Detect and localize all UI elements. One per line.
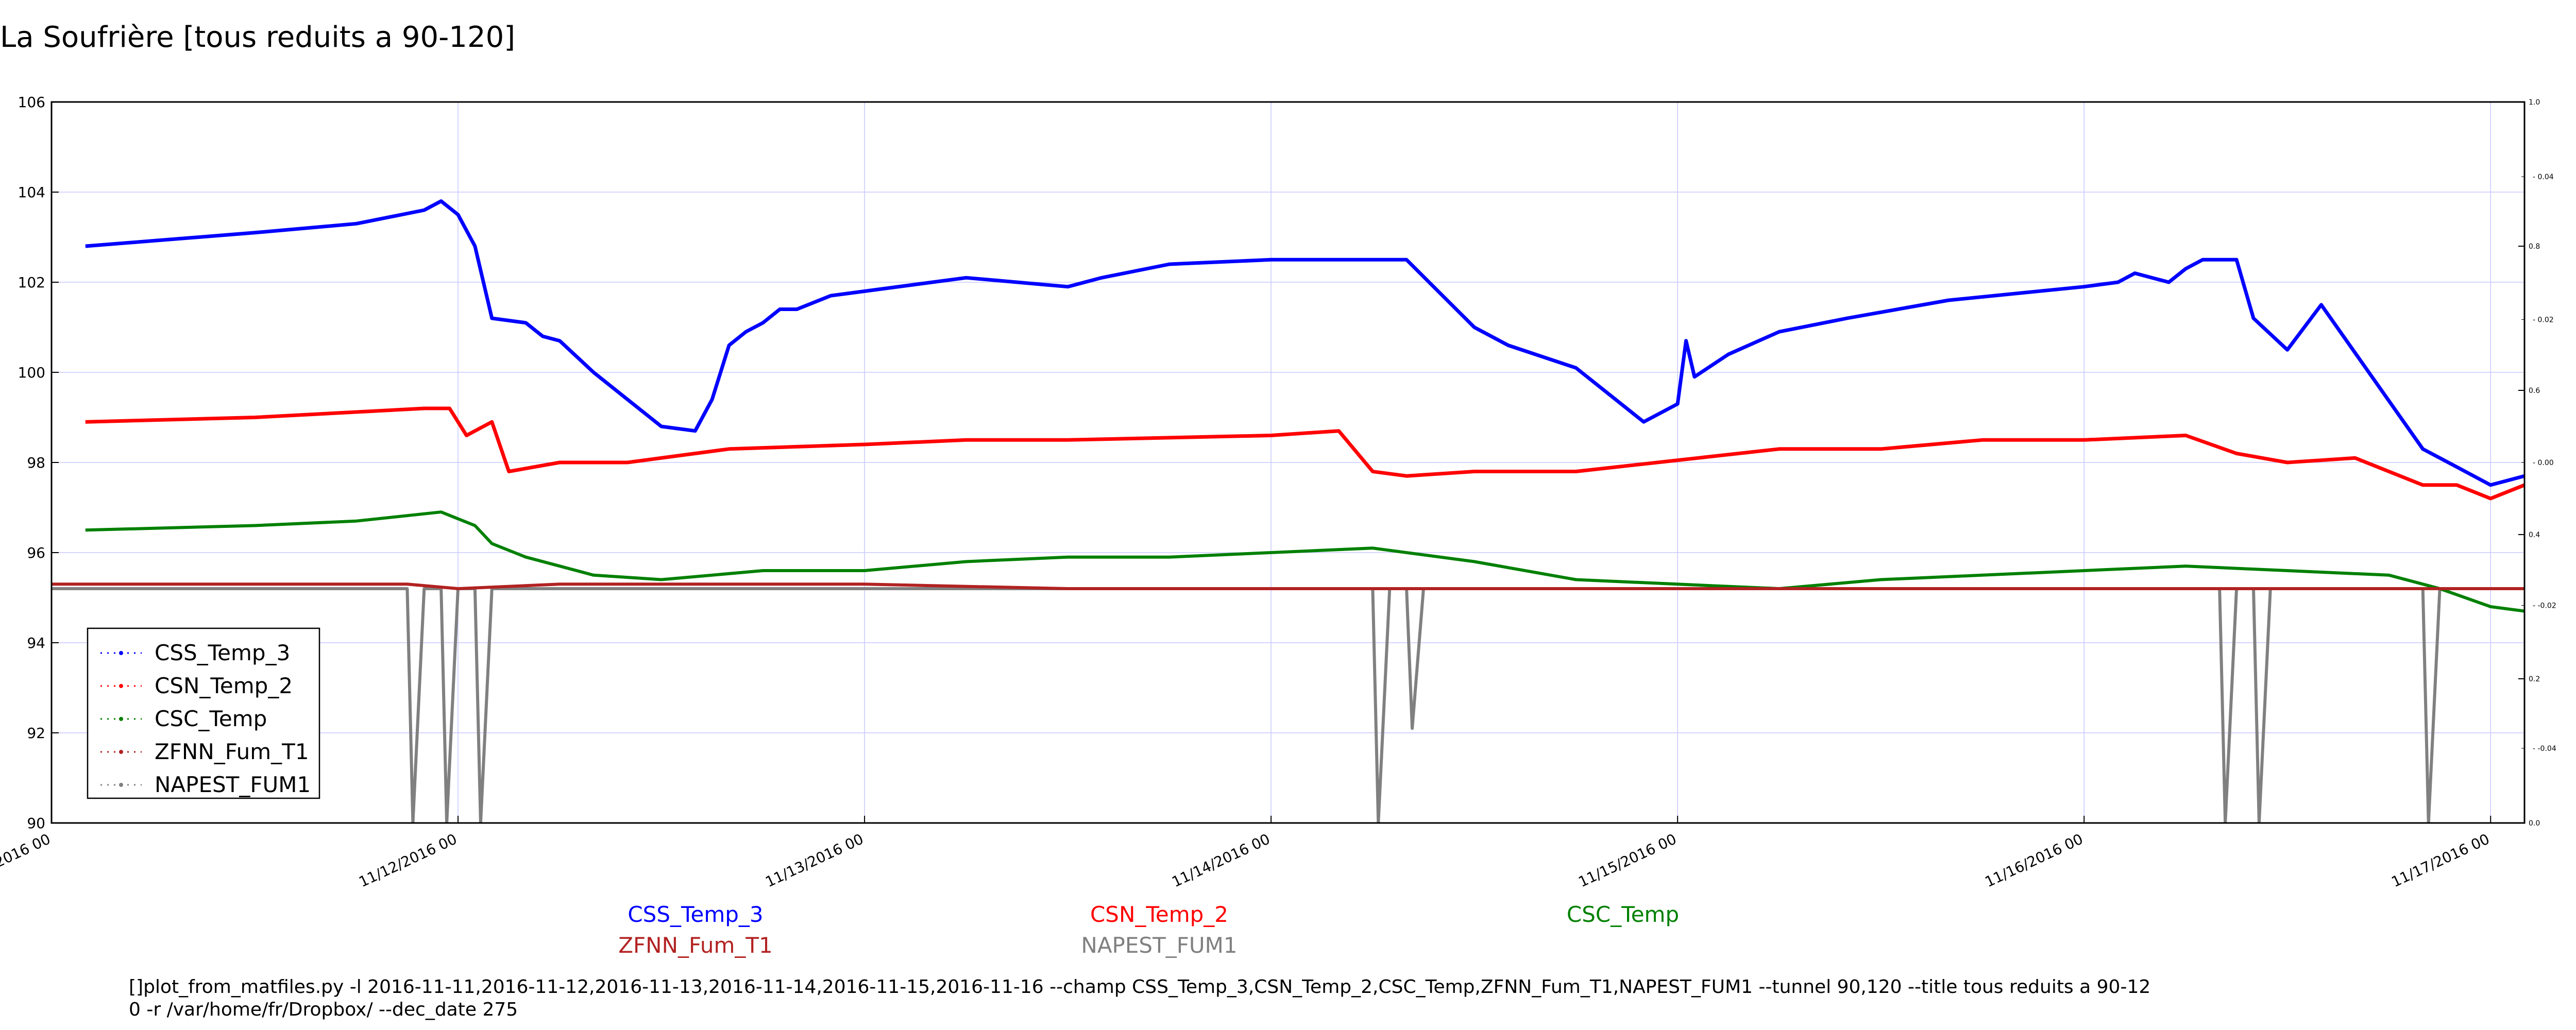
legend-swatch-marker [119,717,123,721]
right-tick-label: 0.6 [2529,387,2540,395]
x-tick-label: 11/17/2016 00 [2389,830,2493,890]
y-tick-label: 92 [27,725,45,742]
series-line-zfnn-fum-t1 [52,582,2524,590]
y-axis-right: 0.0 0.2 0.4 0.6 0.8 1.0 - -0.04 - -0.02 - 0.00 - … [2518,98,2556,828]
legend-swatch-marker [119,684,123,688]
legend-swatch-marker [119,783,123,787]
right-inner-tick-label: - 0.02 [2533,316,2554,324]
right-tick-label: 0.8 [2529,243,2540,251]
series-line-css-temp-3 [85,199,2524,487]
x-tick-label: 11/12/2016 00 [356,830,460,890]
legend-swatch-csn-temp-2 [100,684,142,688]
y-tick-label: 90 [27,815,45,832]
command-line-text: []plot_from_matfiles.py -l 2016-11-11,20… [129,976,2151,1020]
y-tick-label: 104 [18,184,45,201]
right-tick-label: 0.0 [2529,819,2540,828]
legend-label-zfnn-fum-t1: ZFNN_Fum_T1 [155,739,309,764]
series-label-zfnn-fum-t1: ZFNN_Fum_T1 [618,933,773,958]
legend-swatch-css-temp-3 [100,651,142,655]
x-tick-label: 11/11/2016 00 [0,830,53,890]
chart-title: La Soufrière [tous reduits a 90-120] [0,21,516,54]
right-tick-label: 1.0 [2529,98,2540,107]
legend-label-csc-temp: CSC_Temp [155,706,267,731]
series-layer [52,199,2524,823]
legend-swatch-marker [119,750,123,754]
right-inner-tick-label: - 0.04 [2533,173,2554,181]
x-tick-label: 11/14/2016 00 [1170,830,1273,890]
x-tick-label: 11/16/2016 00 [1982,830,2086,890]
y-tick-label: 100 [18,364,45,381]
y-axis-left: 90 92 94 96 98 100 102 104 106 [18,94,59,832]
y-tick-label: 96 [27,544,45,561]
series-label-csc-temp: CSC_Temp [1567,902,1679,927]
right-inner-tick-label: - 0.00 [2533,459,2554,467]
command-line-caption: []plot_from_matfiles.py -l 2016-11-11,20… [129,976,2447,1021]
legend-label-css-temp-3: CSS_Temp_3 [155,640,290,665]
series-label-napest-fum1: NAPEST_FUM1 [1081,933,1237,958]
series-line-napest-fum1 [52,587,2524,823]
right-inner-tick-label: - -0.04 [2533,745,2556,753]
x-tick-label: 11/13/2016 00 [762,830,866,890]
legend-box [87,627,320,799]
legend-swatch-marker [119,651,123,655]
legend-swatch-csc-temp [100,717,142,721]
legend-swatch-napest-fum1 [100,783,142,787]
y-tick-label: 102 [18,274,45,291]
series-line-csc-temp [85,510,2524,613]
series-labels-below: CSS_Temp_3 CSN_Temp_2 CSC_Temp ZFNN_Fum_T1 N… [618,902,1679,958]
right-tick-label: 0.4 [2529,531,2540,539]
legend: CSS_Temp_3 CSN_Temp_2 CSC_Temp ZFNN_Fum_T1 N… [87,627,320,799]
x-axis: 11/11/2016 00 11/12/2016 00 11/13/2016 00 1… [0,816,2492,890]
legend-label-csn-temp-2: CSN_Temp_2 [155,673,293,698]
right-tick-label: 0.2 [2529,675,2540,683]
legend-label-napest-fum1: NAPEST_FUM1 [155,772,311,797]
x-tick-label: 11/15/2016 00 [1576,830,1680,890]
y-tick-label: 94 [27,634,45,651]
series-label-csn-temp-2: CSN_Temp_2 [1090,902,1228,927]
y-tick-label: 106 [18,94,45,111]
series-line-csn-temp-2 [85,406,2524,501]
series-label-css-temp-3: CSS_Temp_3 [628,902,763,927]
right-inner-tick-label: - -0.02 [2533,602,2556,610]
legend-swatch-zfnn-fum-t1 [100,750,142,754]
y-tick-label: 98 [27,454,45,471]
